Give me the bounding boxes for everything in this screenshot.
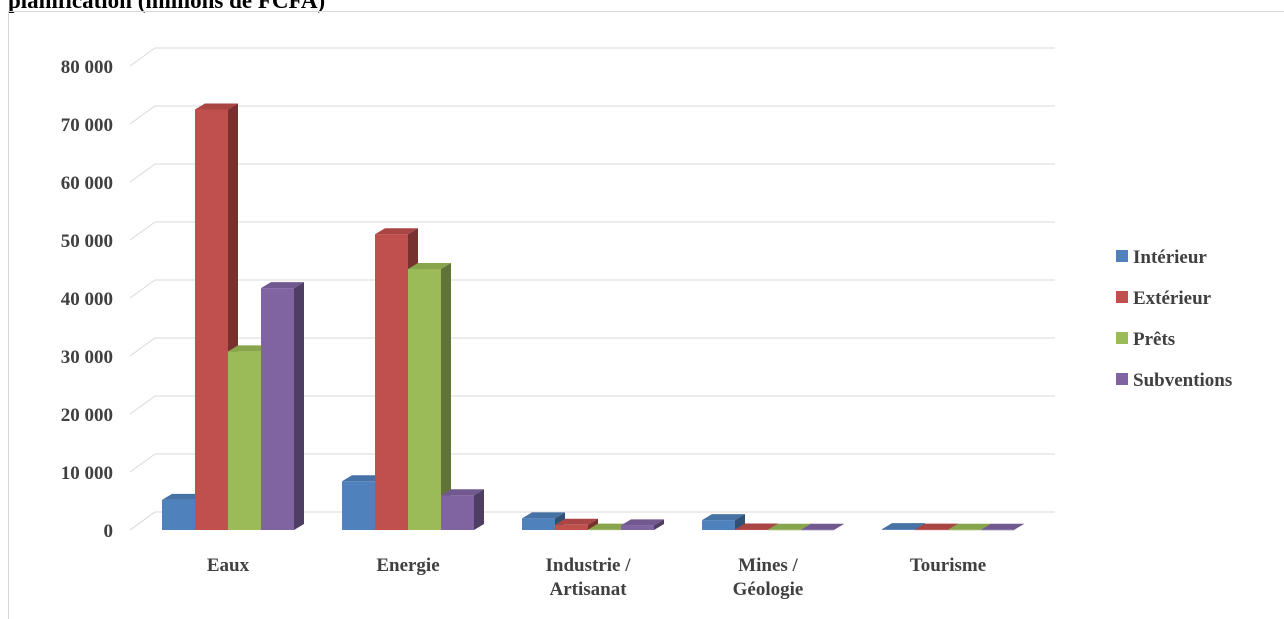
bars [162,103,1024,531]
gridlines [129,47,1055,531]
x-tick-label: Industrie / [546,555,632,576]
bar [555,518,598,530]
legend-label: Extérieur [1133,288,1212,309]
y-tick-label: 60 000 [61,173,113,194]
legend-swatch [1116,250,1128,262]
gridline [129,105,1055,125]
x-tick-label: Eaux [207,555,250,576]
legend-label: Intérieur [1133,247,1207,268]
bar [702,514,745,530]
gridline [129,47,1055,67]
gridline [129,453,1055,473]
x-tick-label: Tourisme [910,555,986,576]
x-tick-label: Mines / [738,555,798,576]
legend-label: Subventions [1133,370,1232,391]
legend-swatch [1116,291,1128,303]
bar [801,523,844,531]
y-tick-label: 30 000 [61,347,113,368]
y-tick-label: 50 000 [61,231,113,252]
gridline [129,163,1055,183]
bar [261,282,304,530]
bar [408,263,451,530]
gridline [129,337,1055,357]
legend-swatch [1116,332,1128,344]
x-axis: Eaux Energie Industrie / Artisanat Mines / Gé… [207,555,986,600]
x-tick-label: Artisanat [549,579,627,600]
y-tick-label: 10 000 [61,463,113,484]
legend: Intérieur Extérieur Prêts Subventions [1116,247,1232,391]
y-tick-label: 20 000 [61,405,113,426]
chart-area [8,11,1284,619]
bar [981,523,1024,531]
y-tick-label: 40 000 [61,289,113,310]
chart-title: planification (millions de FCFA) [8,0,326,13]
x-tick-label: Géologie [733,579,804,600]
bar [441,489,484,530]
y-tick-label: 80 000 [61,57,113,78]
bar [621,519,664,530]
gridline [129,221,1055,241]
y-tick-label: 0 [104,521,114,542]
x-tick-label: Energie [376,555,439,576]
floor-edge [129,511,156,531]
legend-swatch [1116,373,1128,385]
y-tick-label: 70 000 [61,115,113,136]
y-axis: 0 10 000 20 000 30 000 40 000 50 000 60 000 70 … [61,57,113,542]
gridline [129,395,1055,415]
legend-label: Prêts [1133,329,1175,350]
gridline [129,279,1055,299]
